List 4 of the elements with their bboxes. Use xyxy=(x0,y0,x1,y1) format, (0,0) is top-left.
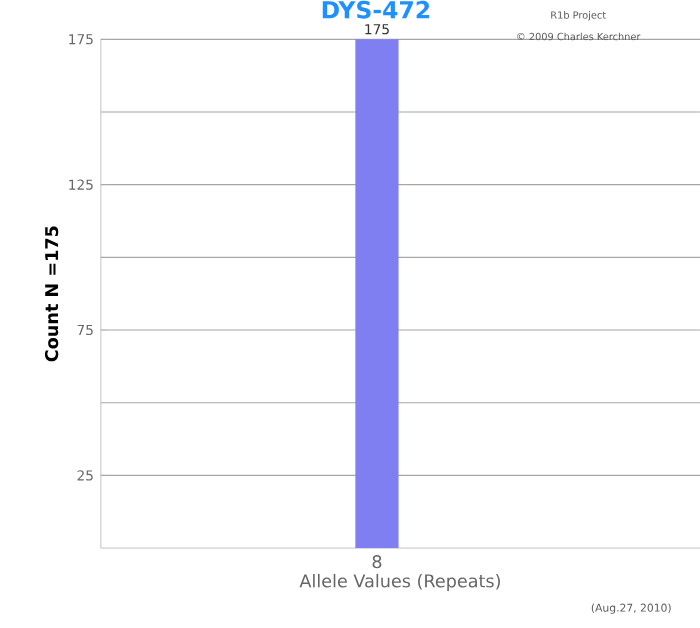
chart-title: DYS-472 xyxy=(322,0,430,19)
y-axis-title: Count N =175 xyxy=(44,226,59,362)
x-tick-label: 8 xyxy=(372,554,382,568)
x-axis-title: Allele Values (Repeats) xyxy=(299,573,500,591)
